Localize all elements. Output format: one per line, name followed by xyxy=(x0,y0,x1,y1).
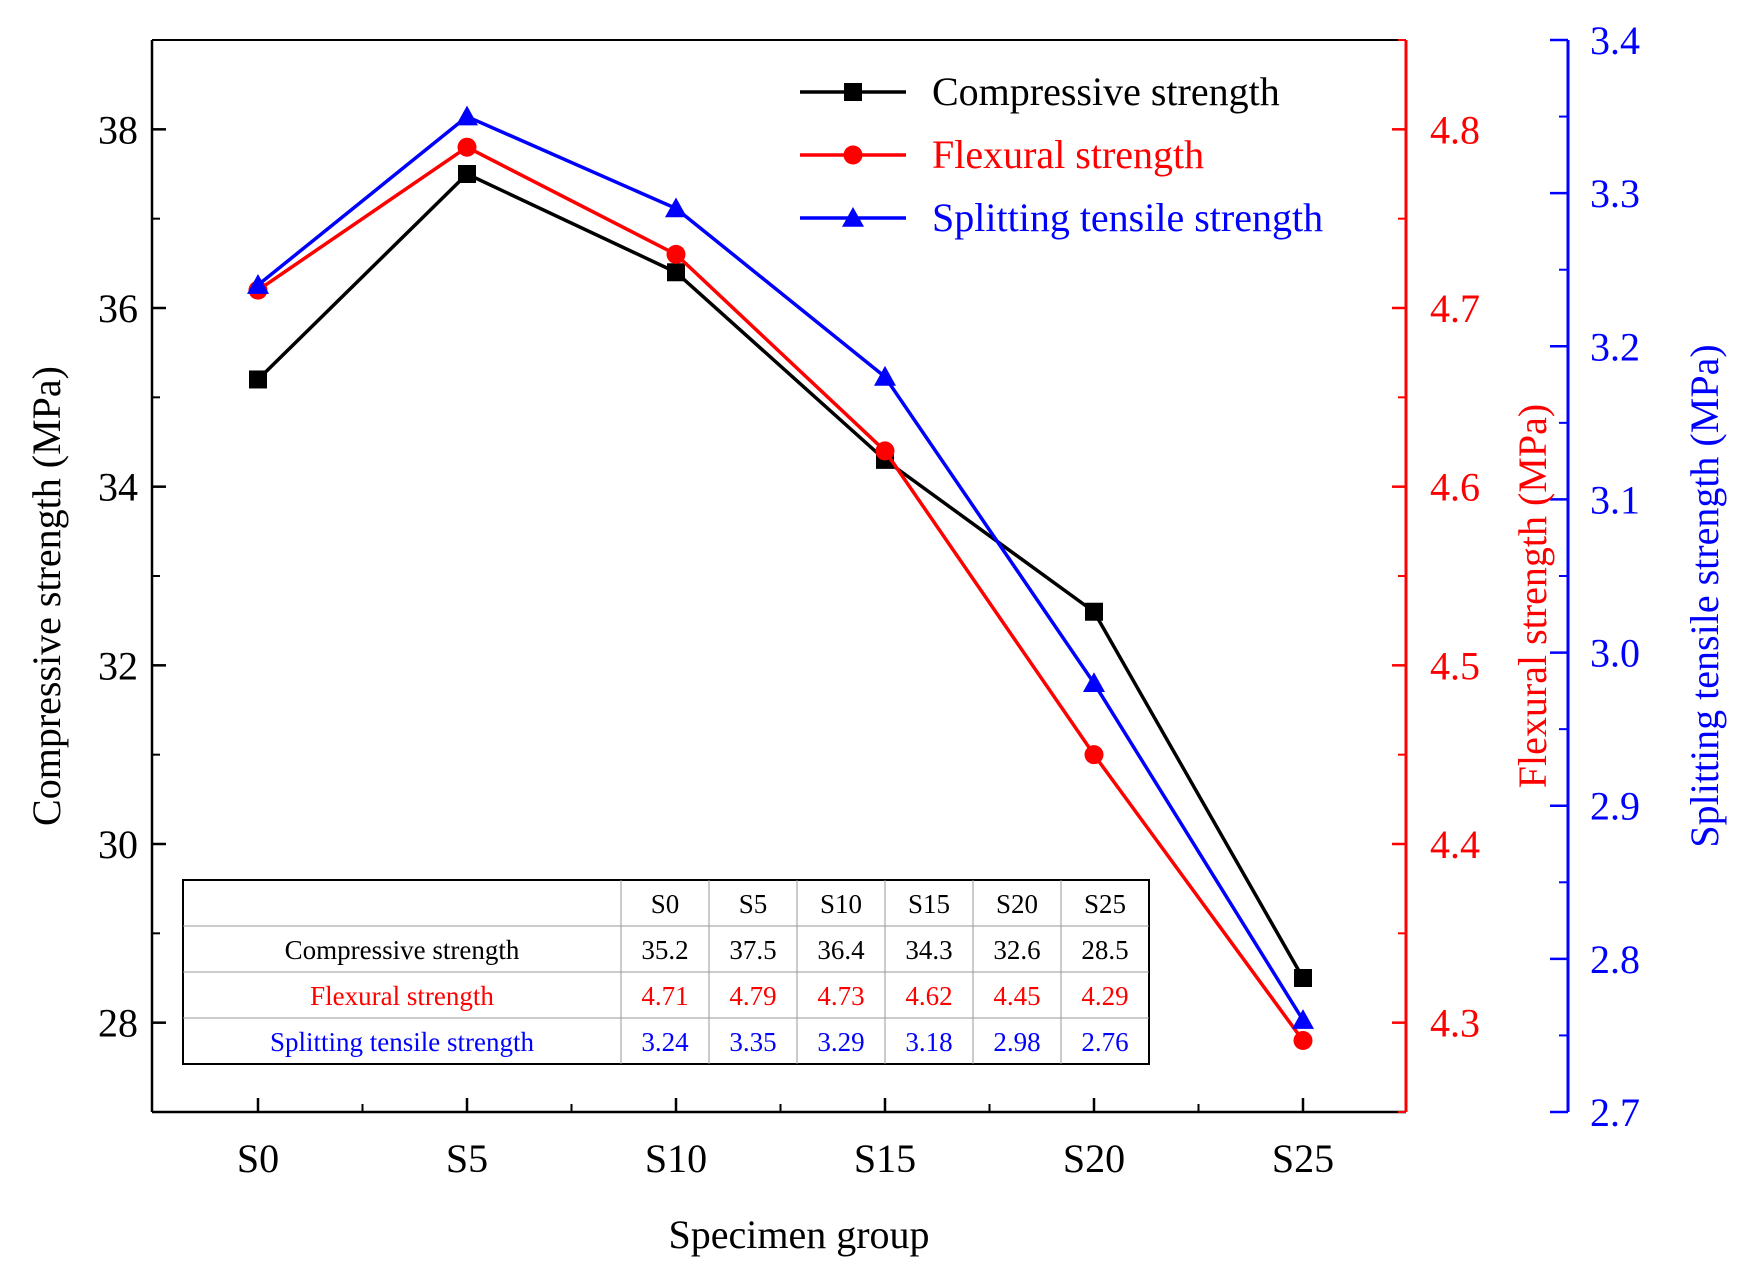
splitting-tick-label: 2.9 xyxy=(1590,784,1640,829)
table-cell: 34.3 xyxy=(905,935,952,965)
legend-label-compressive-strength: Compressive strength xyxy=(932,69,1280,114)
splitting-tick-label: 3.1 xyxy=(1590,477,1640,522)
flexural-tick-label: 4.8 xyxy=(1430,107,1480,152)
legend-label-splitting-tensile-strength: Splitting tensile strength xyxy=(932,195,1323,240)
compressive-strength-point xyxy=(458,165,476,183)
flexural-strength-point xyxy=(1293,1031,1313,1051)
compressive-strength-point xyxy=(667,263,685,282)
table-cell: 3.24 xyxy=(641,1027,689,1057)
splitting-tick-label: 3.2 xyxy=(1590,324,1640,369)
x-tick-label: S15 xyxy=(854,1136,916,1181)
table-row-label: Flexural strength xyxy=(310,981,494,1011)
splitting-axis-title: Splitting tensile strength (MPa) xyxy=(1682,344,1727,847)
table-cell: 3.35 xyxy=(729,1027,776,1057)
splitting-tensile-strength-point xyxy=(247,274,269,294)
table-row-label: Compressive strength xyxy=(285,935,520,965)
table-cell: 4.71 xyxy=(641,981,688,1011)
legend-swatch-marker xyxy=(844,83,862,101)
splitting-tensile-strength-point xyxy=(665,197,687,218)
legend: Compressive strength Flexural strength Spl… xyxy=(800,69,1323,240)
splitting-tick-label: 3.3 xyxy=(1590,171,1640,216)
table-cell: 4.79 xyxy=(729,981,776,1011)
inset-data-table: S0 S5 S10 S15 S20 S25 Compressive strength 35.2… xyxy=(182,879,1150,1065)
table-row-label: Splitting tensile strength xyxy=(270,1027,534,1057)
table-cell: 4.45 xyxy=(993,981,1040,1011)
left-tick-label: 36 xyxy=(98,286,138,331)
table-header-cell: S10 xyxy=(820,889,862,919)
table-cell: 37.5 xyxy=(729,935,776,965)
table-cell: 3.29 xyxy=(817,1027,864,1057)
flexural-tick-label: 4.4 xyxy=(1430,822,1480,867)
flexural-tick-label: 4.7 xyxy=(1430,286,1480,331)
flexural-strength-point xyxy=(875,441,895,461)
compressive-strength-line xyxy=(256,172,1305,979)
table-cell: 3.18 xyxy=(905,1027,952,1057)
flexural-tick-label: 4.5 xyxy=(1430,643,1480,688)
table-cell: 4.73 xyxy=(817,981,864,1011)
table-cell: 35.2 xyxy=(641,935,688,965)
x-tick-label: S0 xyxy=(237,1136,279,1181)
legend-swatch-marker xyxy=(842,207,864,227)
left-tick-label: 30 xyxy=(98,822,138,867)
table-cell: 4.29 xyxy=(1081,981,1128,1011)
axes-layer: 28 30 32 34 36 38 4.3 4.4 4.5 4.6 4.7 4.8 2.7 2.8 2.9 3… xyxy=(24,18,1727,1257)
left-tick-label: 38 xyxy=(98,107,138,152)
x-tick-label: S10 xyxy=(645,1136,707,1181)
table-header-cell: S25 xyxy=(1084,889,1126,919)
flexural-tick-label: 4.6 xyxy=(1430,465,1480,510)
compressive-strength-point xyxy=(249,370,267,389)
legend-label-flexural-strength: Flexural strength xyxy=(932,132,1204,177)
splitting-tick-label: 3.0 xyxy=(1590,631,1640,676)
table-cell: 2.98 xyxy=(993,1027,1040,1057)
splitting-tensile-strength-point xyxy=(874,365,896,386)
x-tick-label: S5 xyxy=(446,1136,488,1181)
splitting-tick-label: 2.7 xyxy=(1590,1090,1640,1135)
left-tick-label: 32 xyxy=(98,643,138,688)
x-tick-label: S25 xyxy=(1272,1136,1334,1181)
table-header-cell: S0 xyxy=(651,889,680,919)
flexural-axis-title: Flexural strength (MPa) xyxy=(1510,404,1555,788)
flexural-strength-line xyxy=(257,145,1305,1042)
legend-swatch-marker xyxy=(843,145,863,165)
left-axis-title: Compressive strength (MPa) xyxy=(24,366,69,826)
flexural-strength-point xyxy=(666,244,686,264)
splitting-tick-label: 2.8 xyxy=(1590,937,1640,982)
table-cell: 28.5 xyxy=(1081,935,1128,965)
table-header-cell: S5 xyxy=(739,889,768,919)
table-cell: 36.4 xyxy=(817,935,865,965)
splitting-tensile-strength-point xyxy=(456,105,478,126)
table-cell: 4.62 xyxy=(905,981,952,1011)
x-tick-label: S20 xyxy=(1063,1136,1125,1181)
table-cell: 2.76 xyxy=(1081,1027,1128,1057)
splitting-tensile-strength-point xyxy=(1083,672,1105,692)
splitting-tensile-strength-line xyxy=(256,114,1305,1022)
flexural-strength-point xyxy=(457,137,477,157)
left-tick-label: 28 xyxy=(98,1001,138,1046)
left-tick-label: 34 xyxy=(98,465,138,510)
splitting-tick-label: 3.4 xyxy=(1590,18,1640,63)
table-header-cell: S15 xyxy=(908,889,950,919)
flexural-strength-point xyxy=(1084,745,1104,765)
flexural-tick-label: 4.3 xyxy=(1430,1001,1480,1046)
series-layer xyxy=(247,105,1314,1051)
table-cell: 32.6 xyxy=(993,935,1040,965)
splitting-tensile-strength-point xyxy=(1292,1009,1314,1029)
compressive-strength-point xyxy=(1085,602,1103,621)
table-header-cell: S20 xyxy=(996,889,1038,919)
compressive-strength-point xyxy=(1294,969,1312,987)
x-axis-title: Specimen group xyxy=(668,1212,929,1257)
